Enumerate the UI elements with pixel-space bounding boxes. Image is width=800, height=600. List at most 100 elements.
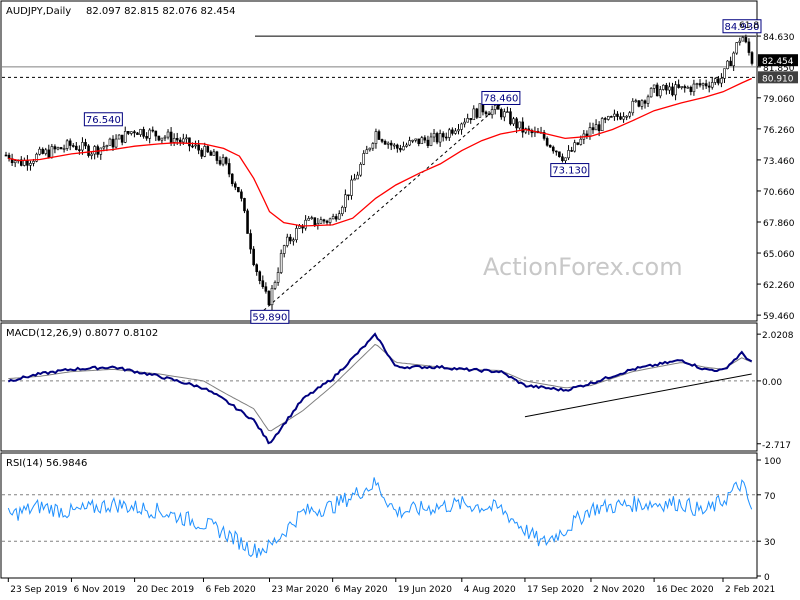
candle-body bbox=[643, 100, 647, 104]
price-ohlc-readout: 82.097 82.815 82.076 82.454 bbox=[86, 6, 236, 17]
price-candle bbox=[337, 210, 341, 220]
price-candle bbox=[154, 130, 158, 141]
rsi-line bbox=[7, 477, 753, 558]
candle-body bbox=[270, 287, 274, 306]
candle-body bbox=[576, 142, 580, 145]
candle-body bbox=[38, 148, 41, 155]
price-candle bbox=[90, 151, 93, 160]
candle-body bbox=[616, 113, 619, 117]
candle-body bbox=[677, 84, 680, 88]
candle-body bbox=[295, 228, 298, 241]
macd-panel bbox=[2, 332, 756, 445]
price-candle bbox=[683, 84, 687, 93]
price-candle bbox=[570, 146, 573, 152]
candle-body bbox=[218, 160, 222, 165]
candle-body bbox=[197, 144, 200, 151]
price-candle bbox=[307, 215, 310, 221]
price-candle bbox=[206, 145, 210, 154]
price-candle bbox=[551, 145, 555, 154]
candle-body bbox=[570, 150, 573, 152]
price-candle bbox=[65, 139, 69, 151]
price-candle bbox=[643, 99, 647, 109]
fib-label: 61.8 bbox=[739, 21, 759, 31]
price-candle bbox=[252, 246, 255, 267]
candle-body bbox=[512, 118, 515, 125]
candle-body bbox=[463, 121, 466, 125]
candle-body bbox=[377, 131, 381, 140]
price-panel-title: AUDJPY,Daily bbox=[6, 6, 71, 17]
price-candle bbox=[674, 81, 677, 101]
price-candle bbox=[264, 282, 268, 294]
price-candle bbox=[561, 153, 564, 163]
candle-body bbox=[212, 151, 216, 156]
price-candle bbox=[383, 139, 387, 145]
price-candle bbox=[93, 145, 96, 160]
price-label-box bbox=[250, 309, 290, 324]
price-tick-label: 76.260 bbox=[763, 126, 795, 136]
price-candle bbox=[707, 81, 711, 93]
price-candle bbox=[255, 263, 259, 276]
price-candle bbox=[646, 94, 650, 108]
candle-body bbox=[194, 144, 197, 147]
x-tick-label: 6 Feb 2020 bbox=[205, 585, 256, 595]
price-candle bbox=[438, 129, 442, 147]
candle-body bbox=[613, 113, 616, 117]
x-tick-label: 4 Aug 2020 bbox=[464, 585, 516, 595]
candle-body bbox=[322, 219, 326, 222]
candle-body bbox=[117, 134, 121, 140]
candle-body bbox=[701, 83, 705, 86]
candle-body bbox=[178, 139, 182, 143]
candle-body bbox=[234, 183, 237, 188]
candle-body bbox=[126, 130, 130, 134]
candle-body bbox=[191, 145, 194, 148]
candle-body bbox=[619, 116, 622, 120]
price-candle bbox=[576, 142, 580, 146]
x-tick-label: 2 Nov 2020 bbox=[593, 585, 645, 595]
candle-body bbox=[166, 131, 170, 138]
candle-body bbox=[71, 145, 75, 147]
candle-body bbox=[151, 129, 155, 132]
price-candle bbox=[478, 103, 482, 118]
candle-body bbox=[417, 138, 421, 145]
candle-body bbox=[561, 156, 564, 162]
price-candle bbox=[68, 138, 72, 151]
candle-body bbox=[255, 264, 259, 273]
price-candle bbox=[469, 118, 473, 124]
candle-body bbox=[695, 83, 699, 85]
candle-body bbox=[307, 218, 310, 221]
price-candle bbox=[658, 85, 662, 99]
price-candle bbox=[359, 162, 362, 177]
price-candle bbox=[270, 285, 274, 311]
current-price-tag-label: 82.454 bbox=[762, 57, 794, 67]
price-candle bbox=[689, 85, 693, 96]
price-label: 84.930 bbox=[724, 22, 759, 33]
price-candle bbox=[81, 137, 84, 155]
price-candle bbox=[503, 108, 506, 122]
price-candle bbox=[652, 84, 656, 93]
price-candle bbox=[396, 143, 399, 153]
candle-body bbox=[87, 145, 90, 156]
price-candle bbox=[334, 213, 338, 222]
candle-body bbox=[221, 157, 225, 165]
price-candle bbox=[573, 139, 576, 153]
candle-body bbox=[503, 111, 506, 118]
price-candle bbox=[747, 38, 751, 56]
candle-body bbox=[237, 186, 240, 193]
price-candle bbox=[41, 147, 44, 155]
price-candle bbox=[145, 132, 148, 141]
price-candle bbox=[151, 126, 155, 133]
price-candle bbox=[273, 280, 277, 291]
price-candle bbox=[365, 145, 369, 154]
candle-body bbox=[4, 154, 8, 157]
price-candle bbox=[698, 79, 702, 88]
price-candle bbox=[555, 150, 558, 156]
candle-body bbox=[123, 130, 127, 143]
price-candle bbox=[613, 109, 616, 121]
price-candle bbox=[750, 51, 754, 66]
price-candle bbox=[444, 132, 448, 141]
candle-body bbox=[414, 138, 417, 141]
price-candle bbox=[484, 110, 488, 117]
watermark: ActionForex.com bbox=[483, 253, 683, 281]
price-candle bbox=[258, 270, 262, 285]
price-tick-label: 81.850 bbox=[763, 64, 795, 74]
